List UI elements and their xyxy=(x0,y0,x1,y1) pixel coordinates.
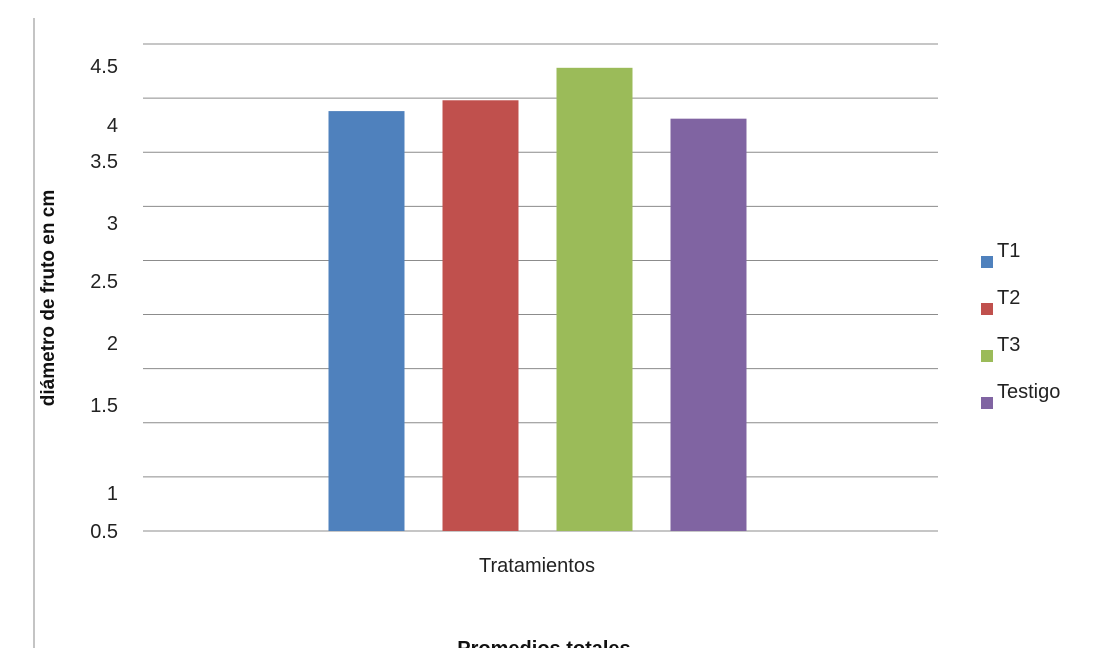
bars xyxy=(328,67,747,531)
legend: T1 T2 T3 Testigo xyxy=(981,240,1060,409)
y-tick-label: 4 xyxy=(107,115,118,137)
y-tick-label: 3.5 xyxy=(90,151,118,173)
category-label: Tratamientos xyxy=(479,555,595,577)
y-tick-label: 4.5 xyxy=(90,56,118,78)
y-axis-title: diámetro de fruto en cm xyxy=(38,190,59,406)
legend-label-t1: T1 xyxy=(997,240,1020,262)
y-tick-label: 2 xyxy=(107,333,118,355)
x-axis-title: Promedios totales xyxy=(457,638,630,648)
y-tick-label: 1.5 xyxy=(90,395,118,417)
legend-label-t3: T3 xyxy=(997,334,1020,356)
y-tick-label: 3 xyxy=(107,213,118,235)
y-tick-label: 2.5 xyxy=(90,271,118,293)
bar-testigo xyxy=(670,118,747,531)
legend-swatch-testigo xyxy=(981,397,993,409)
legend-label-t2: T2 xyxy=(997,287,1020,309)
legend-label-testigo: Testigo xyxy=(997,381,1060,403)
legend-swatch-t2 xyxy=(981,303,993,315)
y-tick-label: 0.5 xyxy=(90,521,118,543)
bar-t3 xyxy=(556,67,633,531)
legend-swatch-t1 xyxy=(981,256,993,268)
y-tick-labels: 0.5 1 1.5 2 2.5 3 3.5 4 4.5 xyxy=(90,56,118,543)
legend-swatch-t3 xyxy=(981,350,993,362)
gridlines xyxy=(143,43,938,532)
y-tick-label: 1 xyxy=(107,483,118,505)
bar-t2 xyxy=(442,100,519,531)
bar-t1 xyxy=(328,111,405,531)
